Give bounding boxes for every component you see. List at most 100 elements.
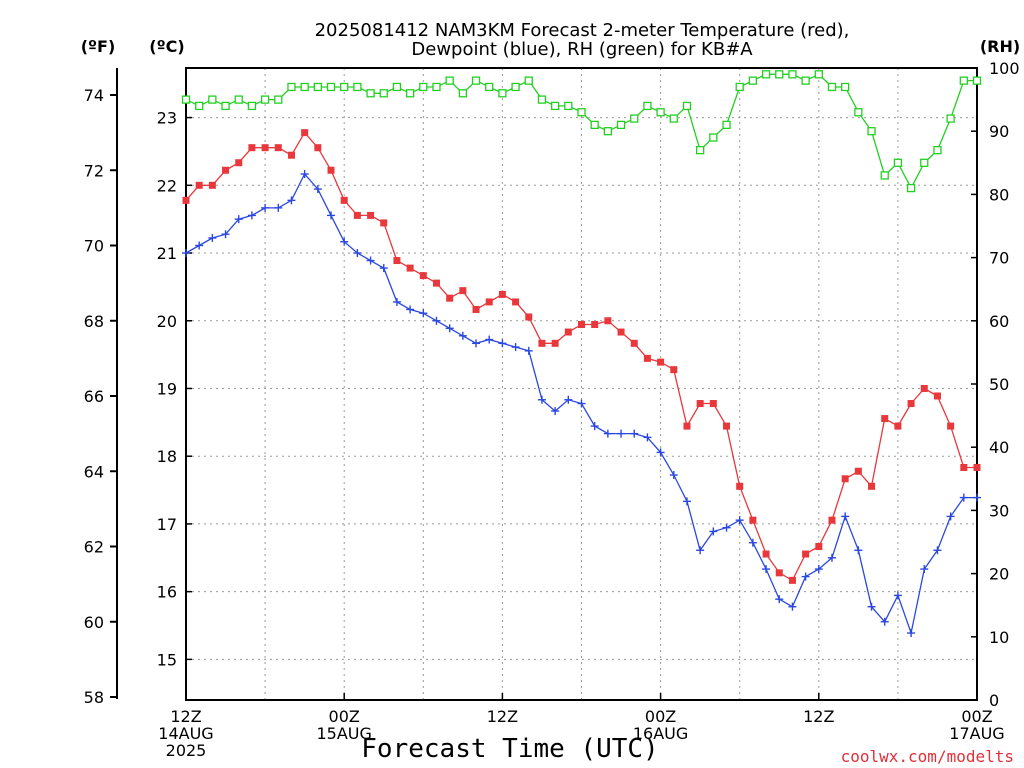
rh-point bbox=[867, 127, 876, 136]
temperature-point bbox=[802, 550, 810, 558]
x-tick-label: 12Z bbox=[487, 707, 518, 726]
dewpoint-point bbox=[867, 602, 876, 611]
dewpoint-point bbox=[696, 546, 705, 555]
dewpoint-point bbox=[775, 595, 784, 604]
dewpoint-point bbox=[313, 185, 322, 194]
series-lines bbox=[181, 70, 982, 638]
temperature-point bbox=[775, 569, 783, 577]
dewpoint-point bbox=[524, 346, 533, 355]
x-tick-label: 16AUG bbox=[633, 724, 688, 743]
temperature-point bbox=[393, 257, 401, 265]
fahrenheit-tick-label: 66 bbox=[84, 387, 104, 406]
rh-point bbox=[340, 82, 349, 92]
temperature-point bbox=[788, 576, 796, 584]
rh-point bbox=[524, 76, 533, 85]
rh-point bbox=[696, 146, 705, 155]
plot-frame bbox=[185, 67, 978, 701]
fahrenheit-tick-label: 70 bbox=[84, 237, 104, 256]
temperature-point bbox=[643, 354, 651, 362]
dewpoint-point bbox=[472, 339, 481, 348]
dewpoint-point bbox=[221, 230, 230, 239]
celsius-unit-label: (ºC) bbox=[149, 37, 184, 56]
axes bbox=[110, 67, 978, 701]
dewpoint-point bbox=[182, 249, 190, 258]
dewpoint-point bbox=[907, 629, 916, 638]
grid-lines bbox=[186, 68, 977, 700]
rh-point bbox=[841, 82, 850, 92]
dewpoint-point bbox=[617, 429, 626, 438]
dewpoint-point bbox=[537, 395, 546, 404]
dewpoint-point bbox=[577, 399, 586, 408]
dewpoint-point bbox=[261, 203, 270, 212]
rh-point bbox=[274, 95, 283, 104]
rh-point bbox=[195, 101, 204, 111]
dewpoint-point bbox=[195, 241, 204, 250]
rh-point bbox=[564, 101, 573, 111]
temperature-point bbox=[604, 317, 612, 325]
temperature-point bbox=[762, 550, 770, 558]
dewpoint-point bbox=[762, 565, 771, 574]
rh-point bbox=[682, 101, 692, 111]
rh-point bbox=[326, 82, 336, 92]
rh-point bbox=[920, 158, 929, 167]
temperature-point bbox=[920, 384, 928, 392]
temperature-point bbox=[933, 392, 941, 400]
x-tick-label: 00Z bbox=[645, 707, 676, 726]
temperature-point bbox=[472, 305, 480, 313]
rh-point bbox=[854, 108, 863, 117]
temperature-point bbox=[578, 321, 585, 329]
temperature-point bbox=[459, 287, 467, 295]
rh-point bbox=[419, 82, 428, 92]
temperature-point bbox=[973, 463, 981, 471]
rh-point bbox=[405, 89, 415, 98]
temperature-point bbox=[670, 366, 678, 374]
rh-point bbox=[722, 120, 731, 130]
rh-point bbox=[221, 101, 230, 111]
fahrenheit-tick-label: 68 bbox=[84, 312, 104, 331]
temperature-point bbox=[564, 328, 572, 336]
fahrenheit-tick-label: 72 bbox=[84, 161, 104, 180]
temperature-point bbox=[749, 516, 757, 524]
temperature-point bbox=[683, 422, 691, 430]
dewpoint-point bbox=[590, 422, 599, 431]
temperature-point bbox=[432, 279, 440, 287]
rh-point bbox=[643, 101, 652, 111]
temperature-point bbox=[657, 358, 665, 366]
rh-point bbox=[577, 108, 586, 117]
temperature-point bbox=[894, 422, 902, 430]
temperature-point bbox=[340, 196, 348, 204]
rh-tick-label: 60 bbox=[989, 312, 1009, 331]
fahrenheit-unit-label: (ºF) bbox=[81, 37, 116, 56]
rh-point bbox=[471, 76, 481, 85]
temperature-point bbox=[446, 294, 454, 302]
rh-point bbox=[234, 95, 243, 104]
rh-point bbox=[208, 95, 217, 104]
rh-tick-label: 50 bbox=[989, 375, 1009, 394]
temperature-point bbox=[485, 298, 493, 306]
dewpoint-point bbox=[814, 565, 823, 574]
temperature-point bbox=[854, 467, 862, 475]
rh-tick-label: 80 bbox=[989, 185, 1009, 204]
dewpoint-point bbox=[366, 256, 375, 265]
rh-tick-label: 70 bbox=[989, 249, 1009, 268]
rh-point bbox=[511, 82, 520, 92]
dewpoint-point bbox=[458, 331, 467, 340]
celsius-tick-label: 20 bbox=[157, 312, 177, 331]
rh-point bbox=[260, 95, 270, 104]
credit-link[interactable]: coolwx.com/modelts bbox=[841, 747, 1014, 766]
temperature-point bbox=[498, 290, 506, 298]
dewpoint-point bbox=[392, 297, 401, 306]
rh-unit-label: (RH) bbox=[980, 37, 1020, 56]
rh-tick-label: 30 bbox=[989, 501, 1009, 520]
dewpoint-point bbox=[432, 316, 441, 325]
temperature-point bbox=[353, 211, 361, 219]
temperature-point bbox=[591, 321, 599, 329]
celsius-tick-label: 21 bbox=[157, 244, 177, 263]
rh-point bbox=[906, 183, 916, 193]
dewpoint-point bbox=[274, 203, 283, 212]
temperature-point bbox=[367, 211, 375, 219]
temperature-point bbox=[512, 298, 520, 306]
temperature-point bbox=[723, 422, 731, 430]
rh-point bbox=[392, 82, 402, 92]
dewpoint-point bbox=[801, 572, 810, 581]
